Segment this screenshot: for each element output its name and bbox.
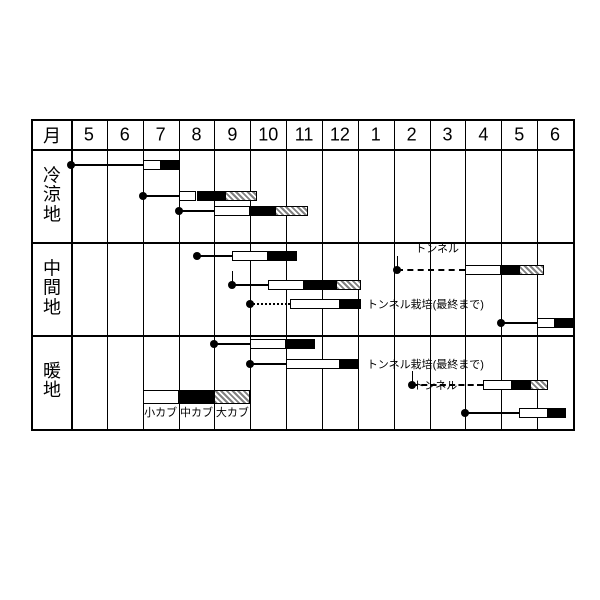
phase-black (197, 191, 226, 201)
growth-line (232, 284, 268, 286)
cultivation-calendar-chart: 月56789101112123456冷涼地中間地暖 地トンネルトンネル栽培(最終… (31, 119, 575, 431)
legend-label: 小カブ (144, 404, 177, 420)
phase-black (340, 299, 362, 309)
drop-line (179, 197, 180, 211)
month-header: 11 (295, 125, 314, 146)
phase-white (465, 265, 501, 275)
phase-white (232, 251, 268, 261)
month-header: 5 (84, 125, 94, 146)
growth-line (214, 343, 250, 345)
region-label: 冷涼地 (43, 166, 61, 225)
phase-hatch (275, 206, 307, 216)
drop-line (232, 271, 233, 285)
phase-white (519, 408, 548, 418)
legend-box (214, 390, 250, 404)
annotation-text: トンネル (413, 377, 457, 393)
phase-white (483, 380, 512, 390)
growth-line (250, 363, 286, 365)
growth-line (143, 195, 179, 197)
phase-black (548, 408, 566, 418)
growth-line (179, 210, 215, 212)
drop-line (397, 256, 398, 270)
growth-line (197, 255, 233, 257)
annotation-text: トンネル栽培(最終まで) (367, 356, 484, 372)
phase-white (214, 206, 250, 216)
month-header: 5 (514, 125, 524, 146)
month-header: 3 (442, 125, 452, 146)
region-label: 暖 地 (43, 362, 61, 402)
phase-black (555, 318, 573, 328)
phase-hatch (225, 191, 257, 201)
phase-white (286, 359, 340, 369)
phase-black (512, 380, 530, 390)
phase-white (179, 191, 197, 201)
phase-hatch (336, 280, 361, 290)
growth-line (71, 164, 143, 166)
growth-line (397, 269, 465, 271)
phase-white (250, 339, 286, 349)
annotation-text: トンネル (415, 240, 459, 256)
legend-box (143, 390, 179, 404)
phase-white (537, 318, 555, 328)
phase-black (250, 206, 275, 216)
month-header: 6 (120, 125, 130, 146)
phase-black (501, 265, 519, 275)
phase-hatch (519, 265, 544, 275)
drop-line (143, 182, 144, 196)
month-header: 8 (191, 125, 201, 146)
month-header: 2 (407, 125, 417, 146)
drop-line (501, 309, 502, 323)
region-label: 中間地 (43, 259, 61, 318)
phase-white (143, 160, 161, 170)
growth-line (250, 303, 289, 305)
month-header: 9 (227, 125, 237, 146)
month-header: 1 (371, 125, 381, 146)
phase-black (340, 359, 358, 369)
phase-hatch (530, 380, 548, 390)
legend-label: 中カブ (180, 404, 213, 420)
month-header: 6 (550, 125, 560, 146)
month-header: 7 (156, 125, 166, 146)
month-header: 10 (258, 125, 278, 146)
phase-black (161, 160, 179, 170)
month-header: 4 (478, 125, 488, 146)
growth-line (465, 412, 519, 414)
drop-line (250, 350, 251, 364)
header-month-label: 月 (43, 122, 61, 148)
month-header: 12 (330, 125, 350, 146)
drop-line (250, 290, 251, 304)
phase-black (304, 280, 336, 290)
phase-white (268, 280, 304, 290)
growth-line (501, 322, 537, 324)
phase-black (268, 251, 297, 261)
phase-black (286, 339, 315, 349)
legend-label: 大カブ (216, 404, 249, 420)
annotation-text: トンネル栽培(最終まで) (367, 296, 484, 312)
legend-box (179, 390, 215, 404)
drop-line (465, 399, 466, 413)
phase-white (290, 299, 340, 309)
